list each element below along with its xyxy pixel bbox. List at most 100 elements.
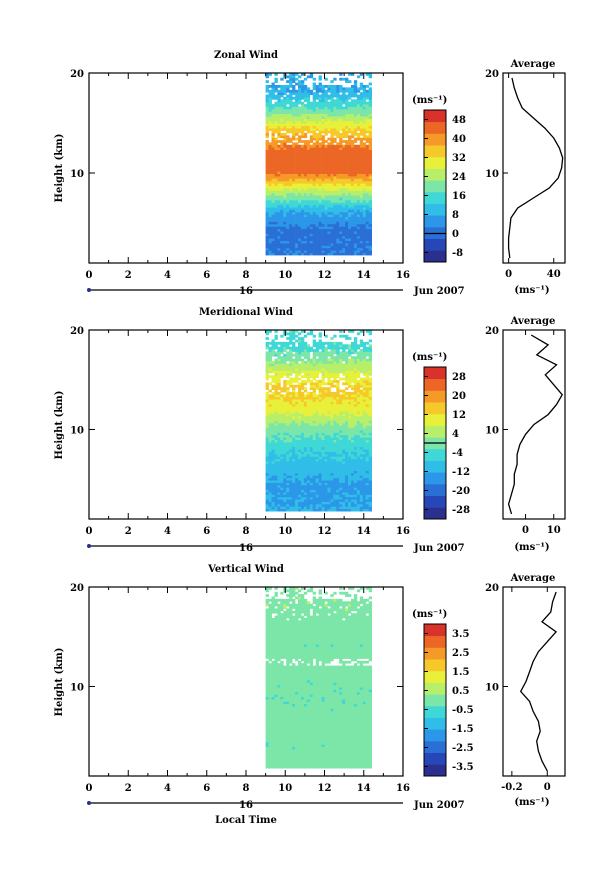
- heatmap-cell: [289, 337, 293, 340]
- heatmap-cell: [342, 171, 346, 174]
- heatmap-cell: [365, 226, 369, 230]
- heatmap-cell: [286, 243, 290, 246]
- heatmap-cell: [318, 199, 322, 203]
- heatmap-cell: [303, 156, 308, 160]
- heatmap-cell: [365, 492, 369, 495]
- heatmap-cell: [318, 197, 322, 201]
- heatmap-cell: [271, 339, 275, 343]
- heatmap-cell: [277, 396, 281, 400]
- heatmap-cell: [318, 346, 322, 350]
- heatmap-cell: [301, 154, 305, 158]
- heatmap-cell: [286, 101, 290, 105]
- heatmap-cell: [315, 463, 319, 467]
- heatmap-cell: [315, 399, 319, 402]
- heatmap-cell: [283, 118, 287, 122]
- heatmap-cell: [324, 432, 328, 436]
- heatmap-cell: [298, 197, 302, 201]
- heatmap-cell: [271, 173, 275, 177]
- heatmap-cell: [333, 394, 337, 398]
- heatmap-cell: [306, 375, 311, 379]
- heatmap-cell: [265, 408, 269, 412]
- heatmap-cell: [301, 197, 305, 201]
- heatmap-cell: [324, 480, 328, 483]
- heatmap-cell: [277, 468, 281, 471]
- heatmap-cell: [298, 358, 302, 362]
- heatmap-cell: [345, 216, 349, 220]
- heatmap-cell: [277, 418, 281, 421]
- heatmap-cell: [283, 113, 287, 117]
- heatmap-cell: [336, 183, 340, 186]
- heatmap-cell: [286, 449, 290, 452]
- heatmap-cell: [356, 87, 361, 91]
- heatmap-cell: [277, 451, 281, 455]
- heatmap-cell: [295, 334, 299, 338]
- heatmap-cell: [356, 482, 361, 486]
- heatmap-cell: [268, 116, 272, 119]
- heatmap-cell: [277, 494, 281, 498]
- heatmap-cell: [327, 128, 331, 131]
- heatmap-cell: [353, 140, 358, 143]
- heatmap-cell: [356, 192, 361, 196]
- heatmap-cell: [286, 195, 290, 198]
- heatmap-cell: [362, 432, 367, 436]
- heatmap-cell: [289, 144, 293, 148]
- heatmap-cell: [339, 489, 343, 493]
- heatmap-cell: [333, 492, 337, 495]
- heatmap-cell: [301, 209, 305, 213]
- heatmap-cell: [368, 216, 372, 220]
- heatmap-cell: [368, 252, 372, 256]
- heatmap-cell: [286, 190, 290, 194]
- heatmap-cell: [333, 85, 337, 88]
- heatmap-cell: [345, 159, 349, 162]
- heatmap-cell: [321, 365, 325, 369]
- zonal-date-label: Jun 2007: [413, 286, 465, 297]
- heatmap-cell: [289, 75, 293, 79]
- heatmap-cell: [298, 89, 302, 93]
- heatmap-cell: [301, 475, 305, 479]
- heatmap-cell: [286, 199, 290, 203]
- heatmap-cell: [283, 250, 287, 253]
- heatmap-cell: [362, 472, 367, 476]
- heatmap-cell: [295, 427, 299, 431]
- heatmap-cell: [339, 346, 343, 350]
- heatmap-cell: [283, 197, 287, 201]
- heatmap-cell: [271, 401, 275, 405]
- heatmap-cell: [286, 508, 290, 512]
- heatmap-cell: [324, 456, 328, 460]
- heatmap-cell: [333, 195, 337, 198]
- heatmap-cell: [318, 492, 322, 495]
- heatmap-cell: [312, 477, 316, 481]
- heatmap-cell: [345, 430, 349, 433]
- heatmap-cell: [353, 101, 358, 105]
- heatmap-cell: [286, 482, 290, 486]
- heatmap-cell: [324, 125, 328, 129]
- heatmap-cell: [336, 149, 340, 153]
- heatmap-cell: [336, 399, 340, 402]
- heatmap-cell: [289, 156, 293, 160]
- heatmap-cell: [324, 77, 328, 81]
- heatmap-cell: [359, 154, 364, 158]
- heatmap-cell: [342, 391, 346, 395]
- heatmap-cell: [327, 118, 331, 122]
- heatmap-cell: [327, 470, 331, 474]
- heatmap-cell: [356, 250, 361, 253]
- heatmap-cell: [298, 353, 302, 357]
- heatmap-cell: [333, 487, 337, 490]
- heatmap-cell: [283, 101, 287, 105]
- heatmap-cell: [301, 159, 305, 162]
- heatmap-cell: [286, 480, 290, 483]
- heatmap-cell: [351, 223, 355, 227]
- heatmap-cell: [345, 106, 349, 110]
- heatmap-cell: [286, 420, 290, 424]
- heatmap-cell: [289, 489, 293, 493]
- heatmap-cell: [303, 214, 308, 218]
- heatmap-cell: [359, 178, 364, 182]
- heatmap-cell: [271, 187, 275, 191]
- heatmap-cell: [330, 472, 334, 476]
- heatmap-cell: [330, 159, 334, 162]
- heatmap-cell: [292, 494, 296, 498]
- heatmap-cell: [286, 403, 290, 407]
- heatmap-cell: [330, 226, 334, 230]
- heatmap-cell: [330, 492, 334, 495]
- heatmap-cell: [339, 365, 343, 369]
